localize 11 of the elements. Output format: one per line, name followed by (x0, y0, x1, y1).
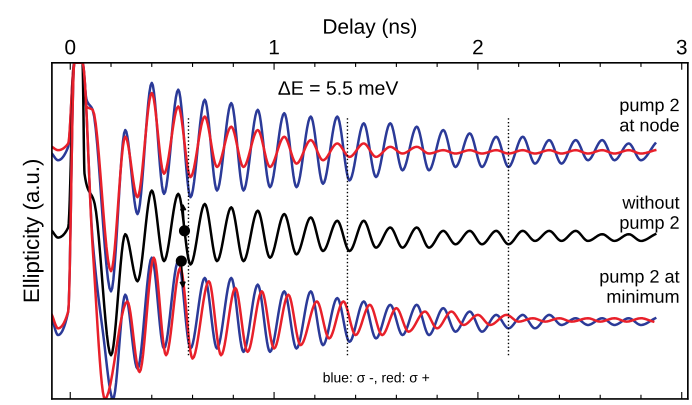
x-tick-label: 2 (473, 40, 483, 54)
annotation: without pump 2 (620, 196, 680, 233)
annotation: ΔE = 5.5 meV (278, 81, 398, 95)
y-axis-title: Ellipticity (a.u.) (22, 160, 44, 302)
annotation: pump 2 at node (620, 98, 679, 132)
x-tick-label: 0 (65, 40, 76, 54)
x-axis-title: Delay (ns) (324, 18, 416, 38)
annotation: pump 2 at minimum (600, 270, 680, 303)
x-tick-label: 3 (676, 40, 687, 54)
x-tick-label: 1 (270, 40, 279, 54)
annotation: blue: σ -, red: σ + (324, 372, 430, 384)
